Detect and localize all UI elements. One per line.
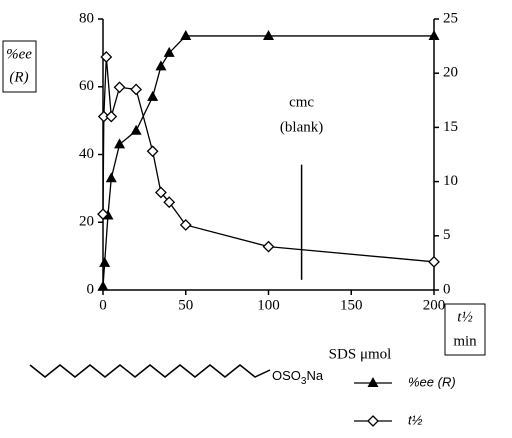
y2-tick-label: 5 <box>443 227 451 243</box>
annotation: cmc <box>289 94 314 110</box>
point <box>113 81 126 94</box>
point <box>99 256 111 267</box>
y2-label: t½ <box>457 309 472 325</box>
x-tick-label: 0 <box>99 297 107 313</box>
structure-label-part: OSO <box>272 368 301 383</box>
point <box>97 280 109 291</box>
y2-tick-label: 0 <box>443 281 451 297</box>
y-label: %ee <box>6 46 32 62</box>
x-tick-label: 200 <box>423 297 446 313</box>
x-tick-label: 100 <box>257 297 280 313</box>
point <box>428 29 440 40</box>
point <box>163 46 175 57</box>
y2-label: min <box>453 333 477 349</box>
y-tick-label: 20 <box>79 214 94 230</box>
point <box>130 124 142 135</box>
point <box>100 51 113 63</box>
legend-label: %ee (R) <box>408 374 456 389</box>
point <box>155 186 167 199</box>
point <box>130 83 143 96</box>
point <box>263 29 274 40</box>
point <box>105 172 117 183</box>
point <box>179 219 192 231</box>
point <box>105 110 118 123</box>
point <box>97 208 109 221</box>
point <box>262 240 275 253</box>
point <box>146 145 159 158</box>
point <box>155 60 167 71</box>
point <box>180 29 192 40</box>
x-label: SDS μmol <box>329 346 392 362</box>
y-tick-label: 0 <box>87 281 95 297</box>
y-label: (R) <box>9 69 28 85</box>
y-tick-label: 40 <box>79 146 94 162</box>
legend-marker <box>367 377 379 387</box>
point <box>428 255 440 268</box>
structure-label: OSO3Na <box>272 368 324 386</box>
series-line <box>102 56 435 263</box>
y-label-box <box>2 40 37 93</box>
point <box>147 90 159 101</box>
point <box>114 138 126 149</box>
y-tick-label: 80 <box>79 10 94 26</box>
structure-chain <box>29 364 271 378</box>
annotation: (blank) <box>280 119 323 135</box>
structure-label-part: Na <box>306 368 323 383</box>
y2-tick-label: 20 <box>443 65 458 81</box>
y2-tick-label: 10 <box>443 173 458 189</box>
y2-tick-label: 25 <box>443 10 458 26</box>
x-tick-label: 150 <box>340 297 363 313</box>
y2-label-box <box>444 303 486 356</box>
point <box>163 196 176 209</box>
legend-marker <box>367 415 379 427</box>
y2-tick-label: 15 <box>443 119 458 135</box>
y-tick-label: 60 <box>79 78 94 94</box>
x-tick-label: 50 <box>178 297 193 313</box>
legend-label: t½ <box>408 412 423 427</box>
series-line <box>102 35 434 287</box>
structure-label-part: 3 <box>301 376 307 387</box>
